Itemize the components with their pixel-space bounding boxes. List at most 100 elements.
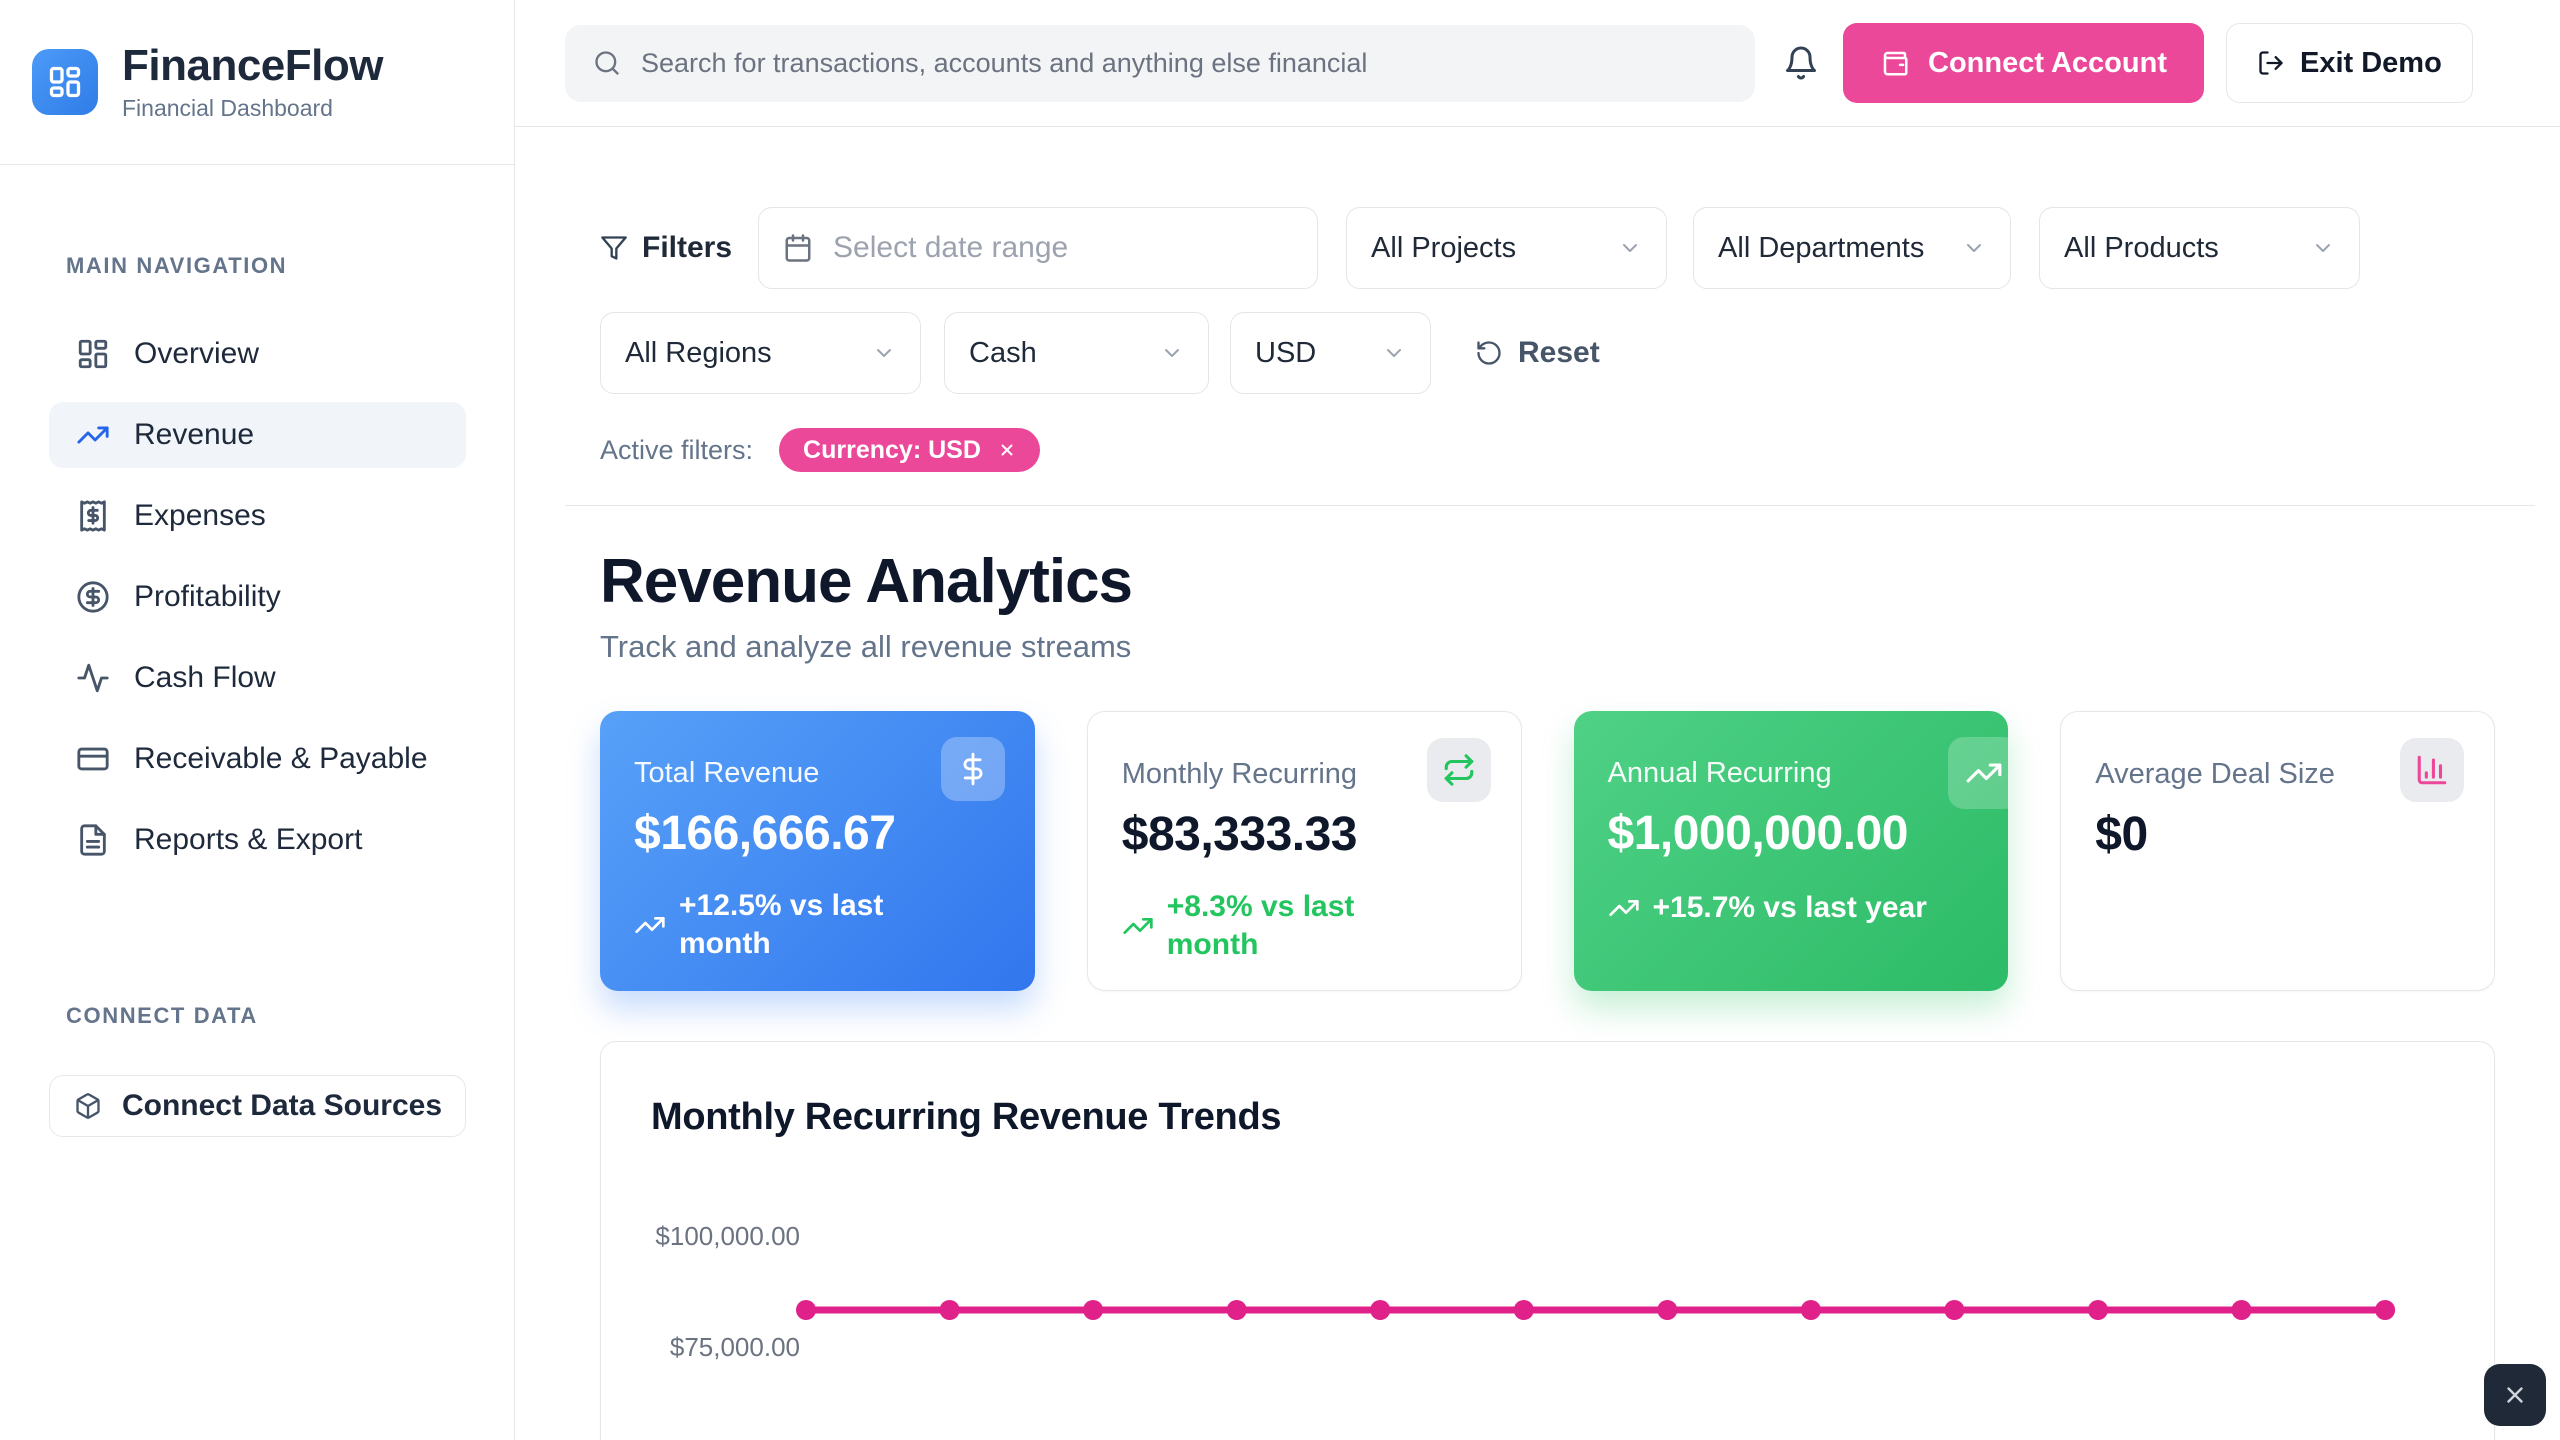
regions-select[interactable]: All Regions: [600, 312, 921, 394]
dismiss-demo-button[interactable]: [2484, 1364, 2546, 1426]
dollar-sign-icon: [940, 737, 1005, 801]
rotate-ccw-icon: [1477, 341, 1501, 365]
connect-account-label: Connect Account: [1928, 46, 2167, 79]
sidebar-item-label: Reports & Export: [134, 823, 363, 856]
currency-select[interactable]: USD: [1230, 312, 1431, 394]
card-label: Total Revenue: [634, 757, 820, 789]
sidebar-item-label: Cash Flow: [134, 661, 276, 694]
filters-title: Filters: [600, 231, 732, 265]
active-filters-row: Active filters: Currency: USD: [600, 428, 2495, 472]
chevron-down-icon: [2311, 236, 2335, 260]
close-icon: [2507, 1387, 2523, 1403]
date-range-input[interactable]: Select date range: [758, 207, 1319, 289]
sidebar: FinanceFlow Financial Dashboard MAIN NAV…: [0, 0, 515, 1440]
chevron-down-icon: [1618, 236, 1642, 260]
search-input[interactable]: [641, 47, 1727, 79]
sidebar-item-label: Overview: [134, 337, 260, 370]
active-filter-chip-currency[interactable]: Currency: USD: [779, 428, 1040, 472]
card-annual-recurring: Annual Recurring $1,000,000.00 +15.7% vs…: [1573, 711, 2009, 991]
chevron-down-icon: [1962, 236, 1986, 260]
card-label: Monthly Recurring: [1121, 758, 1358, 790]
bar-chart-icon: [2400, 738, 2464, 802]
trending-up-icon: [1123, 917, 1153, 934]
receipt-icon: [75, 498, 111, 534]
sidebar-item-reports-export[interactable]: Reports & Export: [49, 807, 466, 873]
bell-icon: [1786, 46, 1816, 80]
exit-demo-label: Exit Demo: [2299, 46, 2442, 79]
filters-row-1: Filters Select date range All Projects A…: [600, 207, 2495, 289]
connect-data-label: CONNECT DATA: [66, 1003, 258, 1028]
funnel-icon: [601, 236, 627, 260]
card-average-deal-size: Average Deal Size $0: [2060, 711, 2495, 991]
brand: FinanceFlow Financial Dashboard: [0, 0, 514, 165]
content: Filters Select date range All Projects A…: [515, 127, 2560, 1440]
search-icon: [595, 51, 619, 75]
chevron-down-icon: [1160, 341, 1184, 365]
circle-dollar-icon: [75, 579, 111, 615]
products-select[interactable]: All Products: [2039, 207, 2361, 289]
chart-card: Monthly Recurring Revenue Trends $100,00…: [600, 1041, 2495, 1440]
close-icon[interactable]: [998, 441, 1016, 459]
card-value: $0: [2095, 808, 2148, 861]
svg-text:$100,000.00: $100,000.00: [655, 1221, 800, 1251]
connect-data-sources-button[interactable]: Connect Data Sources: [49, 1075, 466, 1137]
brand-name: FinanceFlow: [122, 40, 383, 90]
active-filters-label: Active filters:: [600, 434, 754, 465]
sidebar-item-overview[interactable]: Overview: [49, 321, 466, 387]
departments-select[interactable]: All Departments: [1693, 207, 2012, 289]
trending-up-icon: [1948, 737, 2009, 809]
layout-dashboard-icon: [75, 336, 111, 372]
sidebar-item-revenue[interactable]: Revenue: [49, 402, 466, 468]
trending-up-icon: [75, 417, 111, 453]
app-logo-icon: [32, 49, 98, 115]
reset-filters-button[interactable]: Reset: [1475, 336, 1600, 370]
exit-demo-button[interactable]: Exit Demo: [2225, 23, 2473, 103]
card-value: $83,333.33: [1121, 808, 1358, 861]
sidebar-item-label: Expenses: [134, 499, 266, 532]
trending-up-icon: [1608, 900, 1639, 916]
calendar-icon: [785, 234, 811, 262]
search-bar[interactable]: [565, 24, 1755, 102]
card-value: $1,000,000.00: [1607, 807, 1909, 860]
connect-data-sources-label: Connect Data Sources: [121, 1089, 443, 1122]
log-out-icon: [2259, 51, 2283, 75]
chart-title: Monthly Recurring Revenue Trends: [651, 1096, 1282, 1138]
sidebar-item-profitability[interactable]: Profitability: [49, 564, 466, 630]
payment-type-select[interactable]: Cash: [944, 312, 1209, 394]
card-label: Average Deal Size: [2095, 758, 2335, 790]
section-divider: [565, 505, 2535, 506]
notifications-button[interactable]: [1783, 45, 1819, 81]
sidebar-item-receivable-payable[interactable]: Receivable & Payable: [49, 726, 466, 792]
card-value: $166,666.67: [634, 807, 896, 860]
svg-text:$75,000.00: $75,000.00: [670, 1332, 800, 1362]
sidebar-item-label: Receivable & Payable: [134, 742, 428, 775]
card-total-revenue: Total Revenue $166,666.67 +12.5% vs last…: [600, 711, 1035, 991]
metric-cards: Total Revenue $166,666.67 +12.5% vs last…: [600, 711, 2495, 991]
connect-account-button[interactable]: Connect Account: [1843, 23, 2204, 103]
repeat-icon: [1426, 738, 1491, 802]
credit-card-icon: [75, 741, 111, 777]
topbar: Connect Account Exit Demo: [515, 0, 2560, 127]
chevron-down-icon: [872, 341, 896, 365]
page-subtitle: Track and analyze all revenue streams: [600, 629, 1132, 664]
chevron-down-icon: [1382, 341, 1406, 365]
sidebar-item-cash-flow[interactable]: Cash Flow: [49, 645, 466, 711]
mrr-trends-line-chart[interactable]: $100,000.00$75,000.00$50,000.00: [651, 1159, 2433, 1440]
date-range-placeholder: Select date range: [833, 231, 1069, 264]
card-monthly-recurring: Monthly Recurring $83,333.33 +8.3% vs la…: [1086, 711, 1522, 991]
wallet-icon: [1883, 51, 1908, 76]
sidebar-item-label: Revenue: [134, 418, 255, 451]
file-text-icon: [75, 822, 111, 858]
sidebar-nav: MAIN NAVIGATION Overview Revenue Expense…: [0, 165, 514, 1137]
card-delta: +8.3% vs last month: [1166, 890, 1355, 961]
brand-subtitle: Financial Dashboard: [122, 95, 333, 122]
projects-select[interactable]: All Projects: [1346, 207, 1668, 289]
trending-up-icon: [635, 916, 665, 933]
sidebar-item-expenses[interactable]: Expenses: [49, 483, 466, 549]
box-icon: [73, 1091, 103, 1121]
activity-icon: [75, 660, 111, 696]
main-area: Connect Account Exit Demo Filters Select…: [515, 0, 2560, 1440]
card-label: Annual Recurring: [1607, 757, 1832, 789]
card-delta: +15.7% vs last year: [1652, 891, 1927, 924]
